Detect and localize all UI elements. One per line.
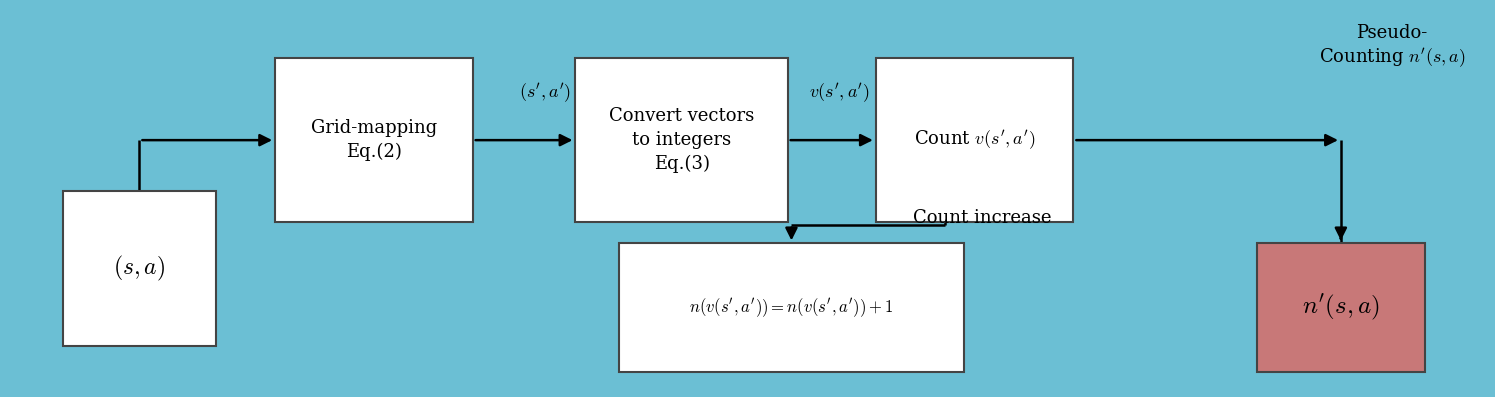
Text: Count increase: Count increase <box>912 209 1051 227</box>
FancyBboxPatch shape <box>1257 243 1425 372</box>
Text: $(s, a)$: $(s, a)$ <box>114 254 166 283</box>
Text: $n(v(s', a'))=n(v(s' , a'))+1$: $n(v(s', a'))=n(v(s' , a'))+1$ <box>689 296 894 319</box>
Text: Convert vectors
to integers
Eq.(3): Convert vectors to integers Eq.(3) <box>608 107 753 173</box>
Text: $(s', a')$: $(s', a')$ <box>519 82 571 105</box>
Text: Grid-mapping
Eq.(2): Grid-mapping Eq.(2) <box>311 119 437 161</box>
Text: $n'(s, a)$: $n'(s, a)$ <box>1302 293 1380 322</box>
FancyBboxPatch shape <box>876 58 1073 222</box>
Text: $v(s', a')$: $v(s', a')$ <box>809 82 870 105</box>
FancyBboxPatch shape <box>63 191 217 346</box>
FancyBboxPatch shape <box>275 58 472 222</box>
FancyBboxPatch shape <box>619 243 964 372</box>
FancyBboxPatch shape <box>576 58 788 222</box>
Text: Count $v(s', a')$: Count $v(s', a')$ <box>913 128 1036 152</box>
Text: Pseudo-
Counting $n'(s, a)$: Pseudo- Counting $n'(s, a)$ <box>1319 23 1465 70</box>
